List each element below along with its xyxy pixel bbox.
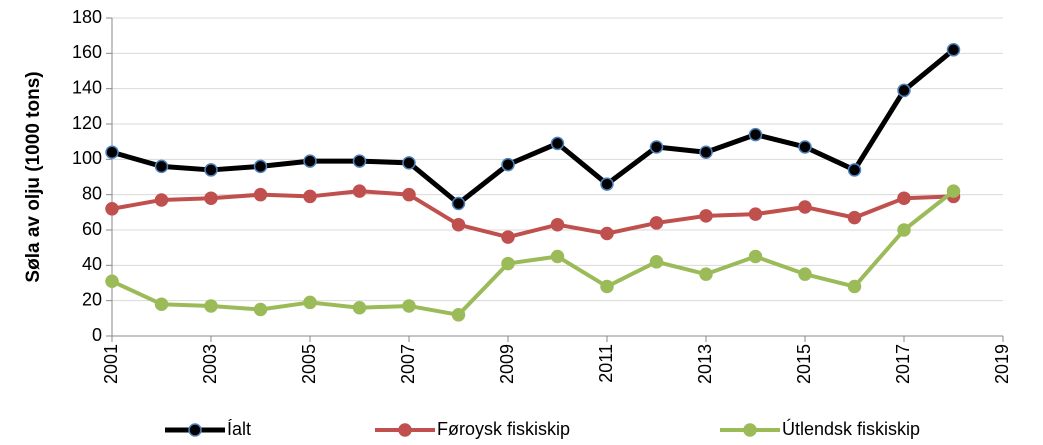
series-line — [111, 189, 955, 317]
legend-label: Føroysk fiskiskip — [437, 419, 570, 439]
y-tick-label: 120 — [72, 113, 102, 133]
data-point — [154, 159, 169, 174]
data-point — [847, 210, 862, 225]
y-tick-label: 20 — [82, 289, 102, 309]
data-point — [550, 136, 565, 151]
data-point — [748, 207, 763, 221]
data-point — [501, 157, 515, 172]
data-point — [600, 177, 614, 191]
y-tick-label: 60 — [82, 219, 102, 239]
data-point — [847, 279, 862, 294]
data-point — [501, 230, 515, 244]
data-point — [798, 140, 812, 154]
legend-label: Útlendsk fiskiskip — [782, 418, 920, 439]
data-point — [649, 255, 664, 269]
data-point — [303, 154, 317, 168]
data-point — [649, 140, 664, 154]
data-point — [550, 249, 565, 264]
data-point — [253, 302, 268, 317]
data-point — [352, 184, 367, 198]
x-tick-label: 2007 — [398, 344, 418, 384]
data-point — [798, 267, 812, 281]
data-point — [154, 297, 169, 311]
data-point — [303, 189, 317, 204]
x-tick-label: 2009 — [497, 344, 517, 384]
data-point — [748, 127, 763, 142]
legend-marker — [398, 423, 412, 437]
data-point — [105, 274, 119, 288]
y-tick-label: 140 — [72, 77, 102, 97]
data-point — [699, 209, 713, 223]
data-point — [204, 191, 218, 205]
x-tick-label: 2019 — [992, 344, 1012, 384]
data-point — [105, 202, 119, 216]
data-point — [451, 308, 466, 322]
series-line — [111, 189, 954, 240]
data-point — [897, 191, 911, 205]
y-tick-label: 40 — [82, 254, 102, 274]
data-point — [550, 217, 565, 232]
data-point — [402, 187, 416, 202]
legend-marker — [188, 423, 202, 437]
data-point — [501, 256, 515, 271]
legend-marker — [743, 423, 757, 437]
data-point — [748, 249, 763, 264]
y-tick-label: 0 — [92, 325, 102, 345]
x-tick-label: 2001 — [101, 344, 121, 384]
data-point — [105, 145, 119, 160]
data-point — [847, 163, 862, 177]
data-point — [699, 145, 713, 160]
data-point — [352, 300, 367, 315]
data-point — [204, 299, 218, 313]
y-axis-label: Søla av olju (1000 tons) — [23, 71, 44, 282]
data-point — [600, 279, 614, 294]
data-point — [303, 295, 317, 310]
data-point — [402, 299, 416, 313]
data-point — [204, 163, 218, 177]
data-point — [154, 193, 169, 207]
x-tick-label: 2017 — [893, 344, 913, 384]
y-tick-label: 100 — [72, 148, 102, 168]
data-point — [946, 184, 961, 198]
x-tick-label: 2015 — [794, 344, 814, 384]
x-tick-label: 2013 — [695, 344, 715, 384]
data-point — [451, 217, 466, 232]
data-point — [897, 223, 911, 237]
legend-label: Íalt — [227, 419, 251, 439]
data-point — [649, 216, 664, 230]
data-point — [451, 196, 466, 211]
y-tick-label: 80 — [82, 183, 102, 203]
data-point — [352, 154, 367, 168]
series-line — [111, 47, 956, 206]
y-tick-label: 160 — [72, 42, 102, 62]
data-point — [699, 267, 713, 281]
data-point — [946, 43, 961, 57]
x-tick-label: 2003 — [200, 344, 220, 384]
y-tick-label: 180 — [72, 7, 102, 27]
data-point — [402, 156, 416, 170]
data-point — [253, 187, 268, 202]
data-point — [798, 200, 812, 214]
x-tick-label: 2011 — [596, 344, 616, 383]
x-tick-label: 2005 — [299, 344, 319, 384]
data-point — [253, 159, 268, 174]
data-point — [897, 83, 911, 98]
data-point — [600, 226, 614, 241]
